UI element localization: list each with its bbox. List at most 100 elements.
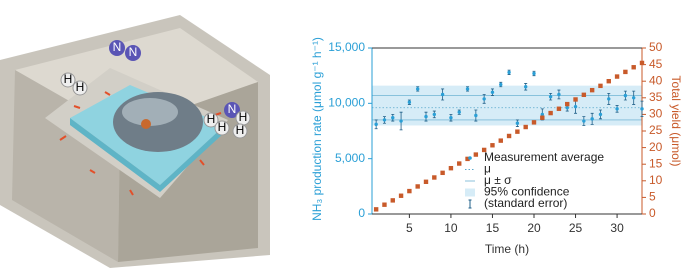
- measurement-point: [590, 117, 594, 121]
- atom: [232, 123, 248, 139]
- measurement-point: [474, 113, 478, 118]
- y2-tick-label: 5: [649, 190, 656, 204]
- y2-tick-label: 30: [649, 107, 663, 121]
- legend-label: μ ± σ: [484, 173, 512, 187]
- measurement-point: [399, 119, 403, 123]
- yield-point: [556, 106, 562, 111]
- illustration: N N H H H H N H H: [0, 15, 270, 268]
- atom: [203, 112, 219, 128]
- atom: [224, 102, 240, 118]
- yield-point: [565, 101, 570, 107]
- measurement-point: [631, 96, 636, 100]
- measurement-point: [374, 122, 378, 127]
- measurement-point: [440, 92, 445, 97]
- yield-point: [540, 115, 545, 120]
- measurement-point: [391, 116, 395, 120]
- legend-error: [468, 199, 472, 209]
- yield-point: [598, 83, 603, 89]
- x-axis-label: Time (h): [485, 242, 529, 256]
- atom: [214, 120, 230, 136]
- y-tick-label: 10,000: [328, 96, 365, 110]
- measurement-point: [465, 87, 470, 91]
- yield-point: [473, 152, 479, 157]
- yield-point: [548, 110, 553, 116]
- atom: [125, 45, 141, 61]
- yield-point: [448, 165, 454, 171]
- measurement-point: [432, 112, 437, 117]
- yield-point: [606, 79, 611, 84]
- y2-tick-label: 10: [649, 173, 663, 187]
- yield-point: [506, 133, 512, 139]
- atom-label: H: [218, 120, 227, 134]
- atom-label: N: [228, 102, 237, 116]
- atom-label: H: [239, 110, 248, 124]
- y2-tick-label: 35: [649, 90, 663, 104]
- yield-point: [373, 207, 379, 212]
- y2-tick-label: 20: [649, 140, 663, 154]
- yield-point: [589, 87, 595, 93]
- measurement-point: [407, 100, 412, 104]
- yield-point: [423, 179, 429, 184]
- atom: [60, 72, 76, 88]
- legend-band: [465, 188, 475, 197]
- measurement-point: [540, 112, 545, 117]
- atom-label: H: [236, 123, 245, 137]
- y2-tick-label: 25: [649, 123, 663, 137]
- measurement-point: [640, 107, 644, 111]
- measurement-point: [499, 82, 503, 87]
- tile-edge: [70, 118, 225, 192]
- y2-tick-label: 45: [649, 57, 663, 71]
- y2-tick-label: 50: [649, 40, 663, 54]
- atom: [109, 40, 125, 56]
- yield-point: [382, 202, 387, 207]
- yield-point: [432, 175, 437, 180]
- yield-point: [440, 170, 445, 176]
- measurement-point: [482, 97, 486, 101]
- y2-tick-label: 40: [649, 73, 663, 87]
- x-tick-label: 5: [406, 221, 413, 235]
- measurement-point: [523, 85, 528, 89]
- yield-point: [523, 124, 528, 130]
- y2-axis-label: Total yield (μmol): [669, 76, 683, 167]
- y2-tick-label: 0: [649, 206, 656, 220]
- yield-point: [614, 74, 620, 79]
- measurement-point: [548, 94, 553, 99]
- measurement-point: [490, 90, 495, 94]
- measurement-point: [532, 71, 536, 76]
- yield-point: [490, 143, 495, 148]
- x-tick-label: 15: [486, 221, 500, 235]
- atom-label: H: [76, 80, 85, 94]
- confidence-band: [372, 85, 642, 126]
- atom-label: H: [64, 72, 73, 86]
- yield-point: [531, 120, 537, 125]
- measurement-point: [598, 112, 603, 117]
- measurement-point: [457, 110, 461, 114]
- yield-point: [515, 129, 520, 134]
- atom-label: N: [129, 45, 138, 59]
- measurement-point: [515, 121, 520, 125]
- measurement-point: [573, 104, 578, 109]
- measurement-point: [582, 119, 586, 123]
- measurement-point: [507, 70, 511, 75]
- atom: [72, 80, 88, 96]
- measurement-point: [382, 118, 387, 122]
- atom-label: N: [113, 40, 122, 54]
- yield-point: [390, 198, 395, 203]
- measurement-point: [623, 93, 628, 98]
- heat-arrows: [59, 91, 222, 196]
- chart: 0 5,000 10,000 15,000 0 5 10 15 20 25 30 35 40 45 50 5 1…: [310, 37, 683, 256]
- y-tick-label: 15,000: [328, 40, 365, 54]
- droplet-core: [141, 119, 151, 129]
- droplet-highlight: [122, 98, 178, 126]
- yield-point: [457, 161, 462, 166]
- measurement-point: [607, 97, 611, 101]
- legend-label: 95% confidence: [484, 185, 570, 199]
- measurement-point: [615, 107, 619, 111]
- yield-point: [631, 65, 636, 70]
- legend-label: Measurement average: [484, 150, 604, 164]
- measurement-point: [424, 114, 428, 119]
- yield-point: [465, 156, 470, 162]
- legend-label: (standard error): [484, 196, 567, 210]
- measurement-point: [557, 92, 561, 97]
- x-tick-label: 20: [527, 221, 541, 235]
